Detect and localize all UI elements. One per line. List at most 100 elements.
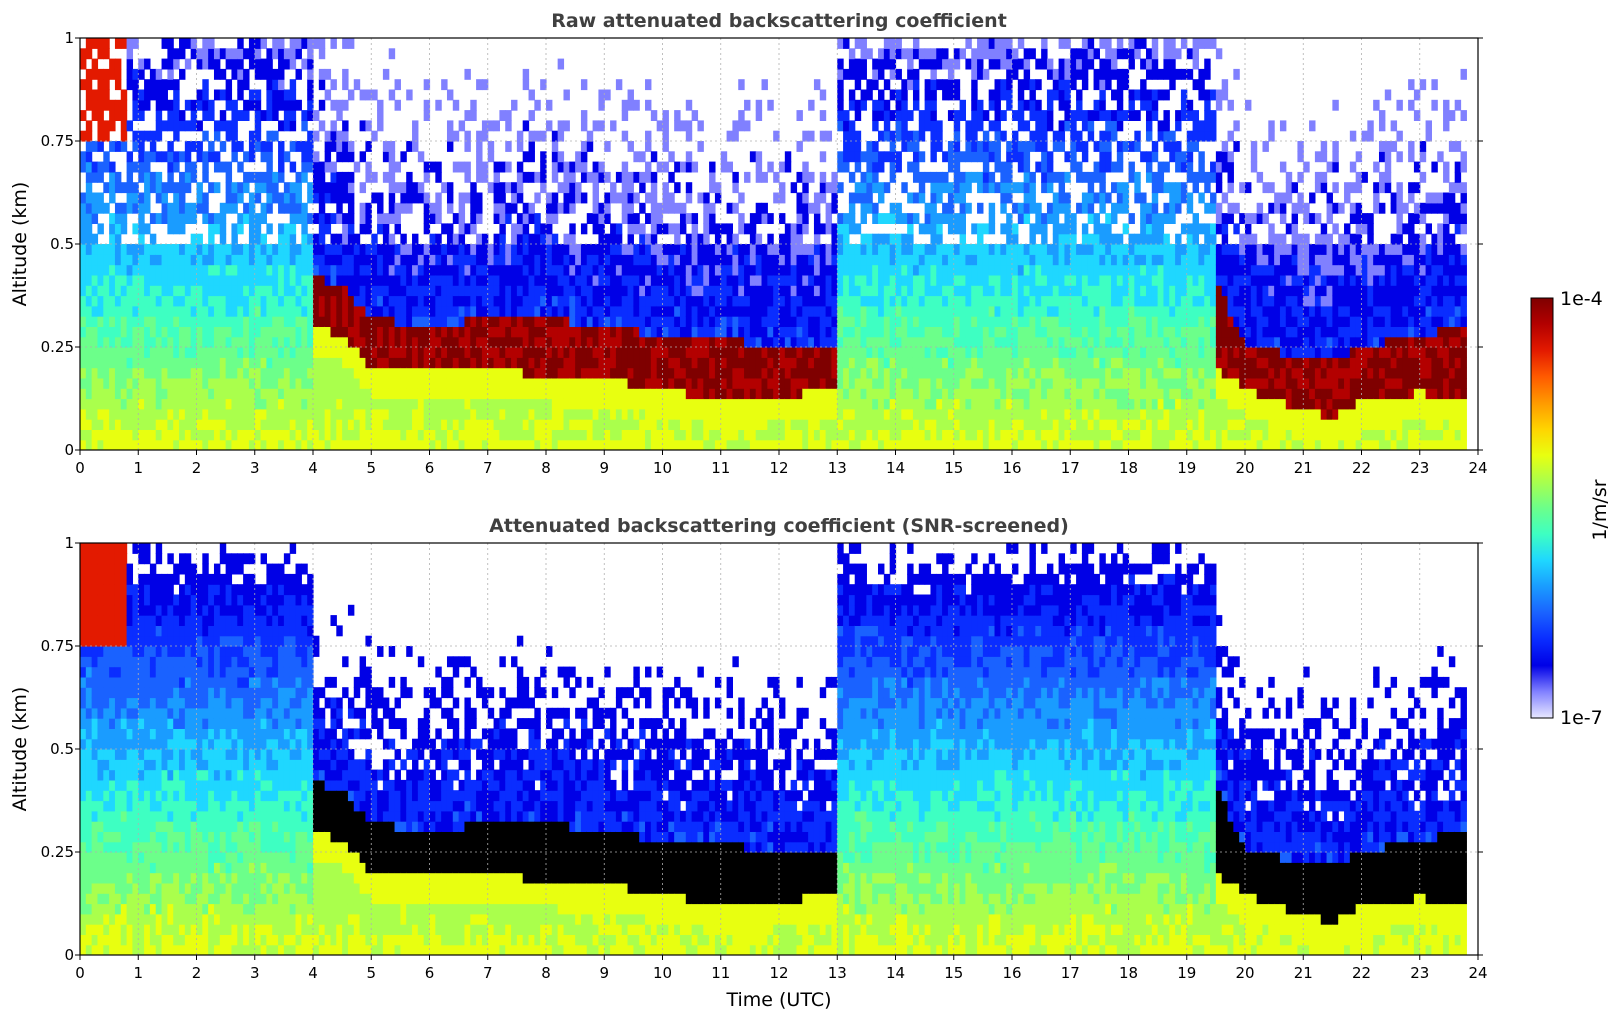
- heatmap-cell: [563, 388, 570, 400]
- heatmap-cell: [773, 295, 780, 307]
- heatmap-cell: [627, 439, 634, 450]
- heatmap-cell: [516, 244, 524, 255]
- heatmap-cell: [400, 419, 407, 430]
- heatmap-cell: [266, 285, 273, 297]
- heatmap-cell: [598, 326, 605, 338]
- heatmap-cell: [324, 316, 332, 327]
- heatmap-cell: [382, 357, 390, 369]
- heatmap-cell: [243, 295, 250, 307]
- heatmap-cell: [144, 244, 151, 255]
- heatmap-cell: [499, 408, 506, 420]
- heatmap-cell: [656, 285, 664, 297]
- heatmap-cell: [639, 388, 646, 400]
- heatmap-cell: [126, 48, 134, 60]
- heatmap-cell: [260, 336, 267, 348]
- heatmap-cell: [342, 377, 349, 389]
- heatmap-cell: [773, 439, 780, 450]
- heatmap-cell: [802, 213, 809, 224]
- heatmap-cell: [790, 377, 798, 389]
- heatmap-cell: [423, 110, 431, 121]
- heatmap-cell: [208, 357, 215, 369]
- heatmap-cell: [487, 274, 495, 286]
- heatmap-cell: [1058, 244, 1066, 255]
- heatmap-cell: [895, 347, 902, 358]
- heatmap-cell: [179, 151, 186, 163]
- heatmap-cell: [691, 244, 699, 255]
- heatmap-cell: [732, 120, 739, 132]
- heatmap-cell: [80, 336, 87, 348]
- heatmap-cell: [435, 99, 442, 111]
- heatmap-cell: [161, 326, 168, 338]
- heatmap-cell: [91, 89, 99, 101]
- heatmap-cell: [458, 408, 466, 420]
- heatmap-cell: [744, 429, 751, 441]
- heatmap-cell: [808, 274, 815, 286]
- heatmap-cell: [802, 377, 809, 389]
- heatmap-cell: [854, 347, 862, 358]
- heatmap-cell: [988, 326, 996, 338]
- heatmap-cell: [679, 244, 687, 255]
- heatmap-cell: [650, 305, 658, 317]
- heatmap-cell: [126, 408, 134, 420]
- heatmap-cell: [446, 254, 454, 266]
- heatmap-cell: [790, 367, 798, 379]
- heatmap-cell: [371, 274, 378, 286]
- heatmap-cell: [592, 367, 600, 379]
- heatmap-cell: [289, 367, 297, 379]
- heatmap-cell: [930, 377, 937, 389]
- heatmap-cell: [819, 285, 827, 297]
- heatmap-cell: [85, 254, 93, 266]
- heatmap-cell: [994, 89, 1001, 101]
- heatmap-cell: [499, 398, 506, 410]
- heatmap-cell: [91, 357, 99, 369]
- heatmap-cell: [924, 274, 932, 286]
- heatmap-cell: [837, 233, 844, 245]
- heatmap-cell: [429, 213, 436, 224]
- heatmap-cell: [219, 305, 227, 317]
- heatmap-cell: [347, 213, 355, 224]
- heatmap-cell: [190, 141, 198, 152]
- heatmap-cell: [755, 151, 763, 163]
- heatmap-cell: [615, 79, 623, 91]
- heatmap-cell: [336, 233, 343, 245]
- heatmap-cell: [231, 326, 238, 338]
- heatmap-cell: [289, 89, 297, 101]
- heatmap-cell: [755, 439, 763, 450]
- heatmap-cell: [685, 99, 693, 111]
- heatmap-cell: [668, 244, 675, 255]
- heatmap-cell: [977, 336, 984, 348]
- heatmap-cell: [85, 233, 93, 245]
- heatmap-cell: [796, 357, 803, 369]
- heatmap-cell: [417, 367, 425, 379]
- heatmap-cell: [831, 274, 838, 286]
- heatmap-cell: [470, 408, 477, 420]
- heatmap-cell: [499, 377, 506, 389]
- heatmap-cell: [231, 58, 238, 70]
- heatmap-cell: [423, 419, 431, 430]
- heatmap-cell: [91, 398, 99, 410]
- heatmap-cell: [522, 429, 530, 441]
- heatmap-cell: [557, 398, 565, 410]
- heatmap-cell: [313, 377, 320, 389]
- heatmap-cell: [237, 264, 244, 276]
- heatmap-cell: [860, 377, 867, 389]
- heatmap-cell: [487, 429, 495, 441]
- heatmap-cell: [301, 171, 308, 183]
- heatmap-cell: [965, 367, 972, 379]
- heatmap-cell: [202, 295, 209, 307]
- heatmap-cell: [493, 357, 500, 369]
- heatmap-cell: [557, 305, 565, 317]
- heatmap-cell: [91, 295, 99, 307]
- heatmap-cell: [179, 182, 186, 194]
- heatmap-cell: [1029, 89, 1036, 101]
- heatmap-cell: [907, 264, 914, 276]
- heatmap-cell: [144, 202, 151, 214]
- heatmap-cell: [551, 316, 559, 327]
- heatmap-cell: [243, 151, 250, 163]
- heatmap-cell: [1006, 79, 1013, 91]
- heatmap-cell: [132, 429, 139, 441]
- heatmap-cell: [843, 141, 850, 152]
- heatmap-cell: [254, 336, 262, 348]
- heatmap-cell: [808, 305, 815, 317]
- heatmap-cell: [668, 429, 675, 441]
